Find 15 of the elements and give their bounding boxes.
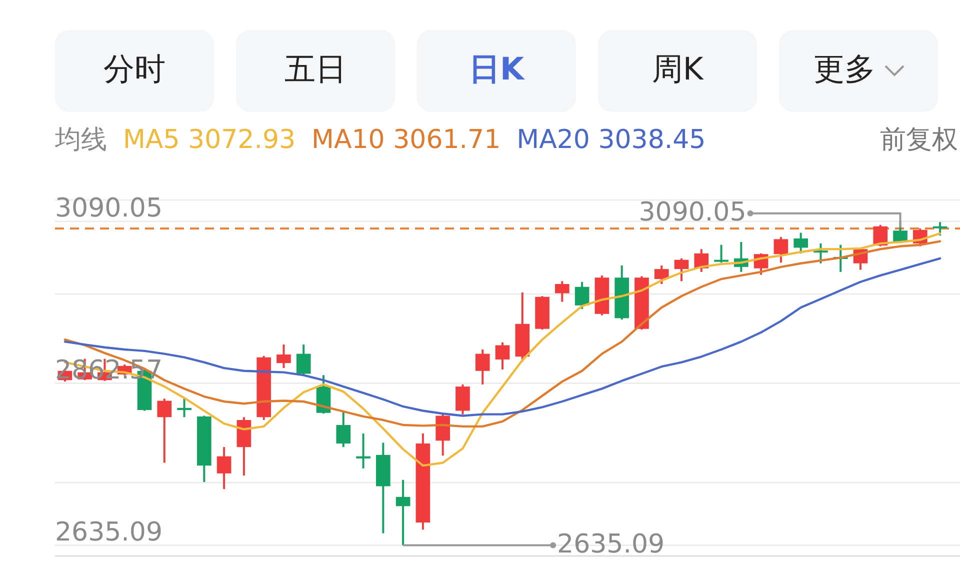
y-tick-label: 2635.09 — [55, 517, 163, 548]
text: 更多 — [814, 51, 876, 88]
text: 前复权 — [880, 125, 958, 155]
text: MA10 3061.71 — [312, 125, 501, 155]
text: 日K — [468, 51, 525, 88]
y-tick-label: 2862.57 — [55, 355, 163, 386]
y-tick-label: 3090.05 — [55, 193, 163, 224]
legend-title: 均线 — [54, 125, 107, 155]
text: MA5 3072.93 — [123, 125, 296, 155]
text: 周K — [652, 51, 704, 88]
text: 五日 — [284, 51, 346, 88]
annotation: 2635.09 — [557, 529, 665, 560]
text: MA20 3038.45 — [516, 125, 706, 155]
annotation: 3090.05 — [638, 197, 746, 228]
text: 分时 — [104, 51, 166, 88]
